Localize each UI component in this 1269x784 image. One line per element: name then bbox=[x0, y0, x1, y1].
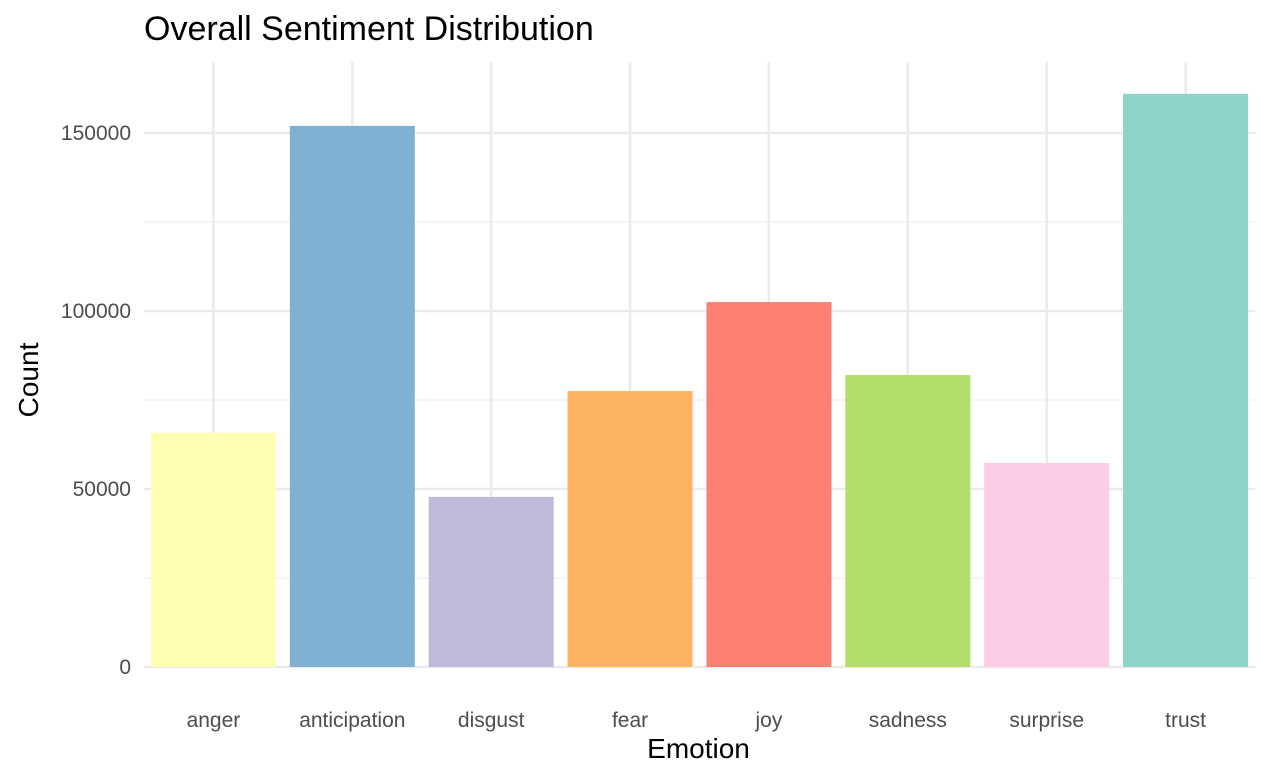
bar-sadness bbox=[845, 375, 971, 667]
bar-joy bbox=[706, 302, 832, 667]
chart-title: Overall Sentiment Distribution bbox=[144, 10, 594, 48]
x-tick-label: disgust bbox=[458, 709, 525, 732]
y-tick-label: 50000 bbox=[73, 478, 131, 501]
x-tick-label: anticipation bbox=[299, 709, 405, 732]
bar-surprise bbox=[984, 463, 1110, 667]
y-axis-title: Count bbox=[13, 342, 44, 418]
x-tick-label: fear bbox=[612, 709, 648, 732]
x-axis-title: Emotion bbox=[647, 733, 750, 764]
x-tick-label: surprise bbox=[1009, 709, 1084, 732]
bar-fear bbox=[567, 391, 693, 667]
bar-trust bbox=[1123, 93, 1249, 668]
x-tick-label: trust bbox=[1165, 709, 1206, 732]
x-tick-label: joy bbox=[755, 709, 783, 732]
bar-anticipation bbox=[289, 125, 415, 667]
y-tick-label: 150000 bbox=[61, 122, 131, 145]
bar-anger bbox=[150, 432, 276, 667]
bar-disgust bbox=[428, 496, 554, 667]
y-tick-label: 0 bbox=[119, 656, 131, 679]
y-tick-label: 100000 bbox=[61, 300, 131, 323]
x-tick-label: sadness bbox=[869, 709, 947, 732]
x-tick-label: anger bbox=[187, 709, 241, 732]
